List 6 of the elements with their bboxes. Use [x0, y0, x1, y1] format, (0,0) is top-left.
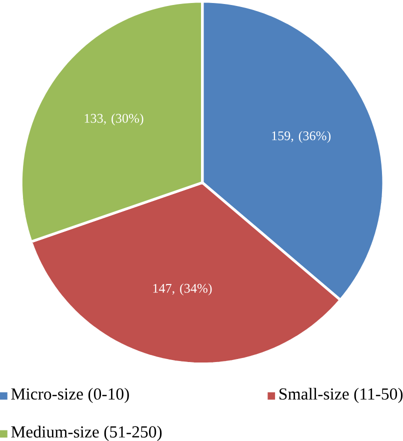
legend-label: Micro-size (0-10)	[11, 388, 129, 404]
data-label: 147, (34%)	[153, 284, 212, 296]
data-label: 159, (36%)	[272, 130, 330, 143]
legend-label: Medium-size (51-250)	[11, 426, 162, 441]
legend-label: Small-size (11-50)	[279, 388, 402, 404]
data-label: 133, (30%)	[84, 114, 144, 126]
